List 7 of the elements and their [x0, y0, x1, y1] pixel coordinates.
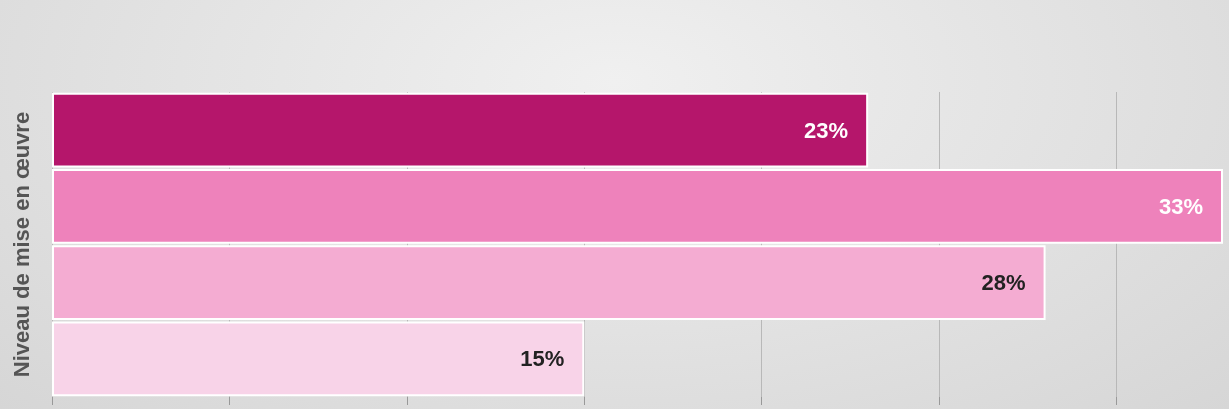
data-label: 23%	[804, 117, 849, 143]
data-label: 28%	[981, 270, 1026, 296]
bar	[52, 321, 585, 397]
data-label: 15%	[520, 346, 565, 372]
bar	[52, 92, 869, 168]
data-label: 33%	[1158, 193, 1203, 219]
y-axis-title: Niveau de mise en œuvre	[8, 111, 34, 378]
